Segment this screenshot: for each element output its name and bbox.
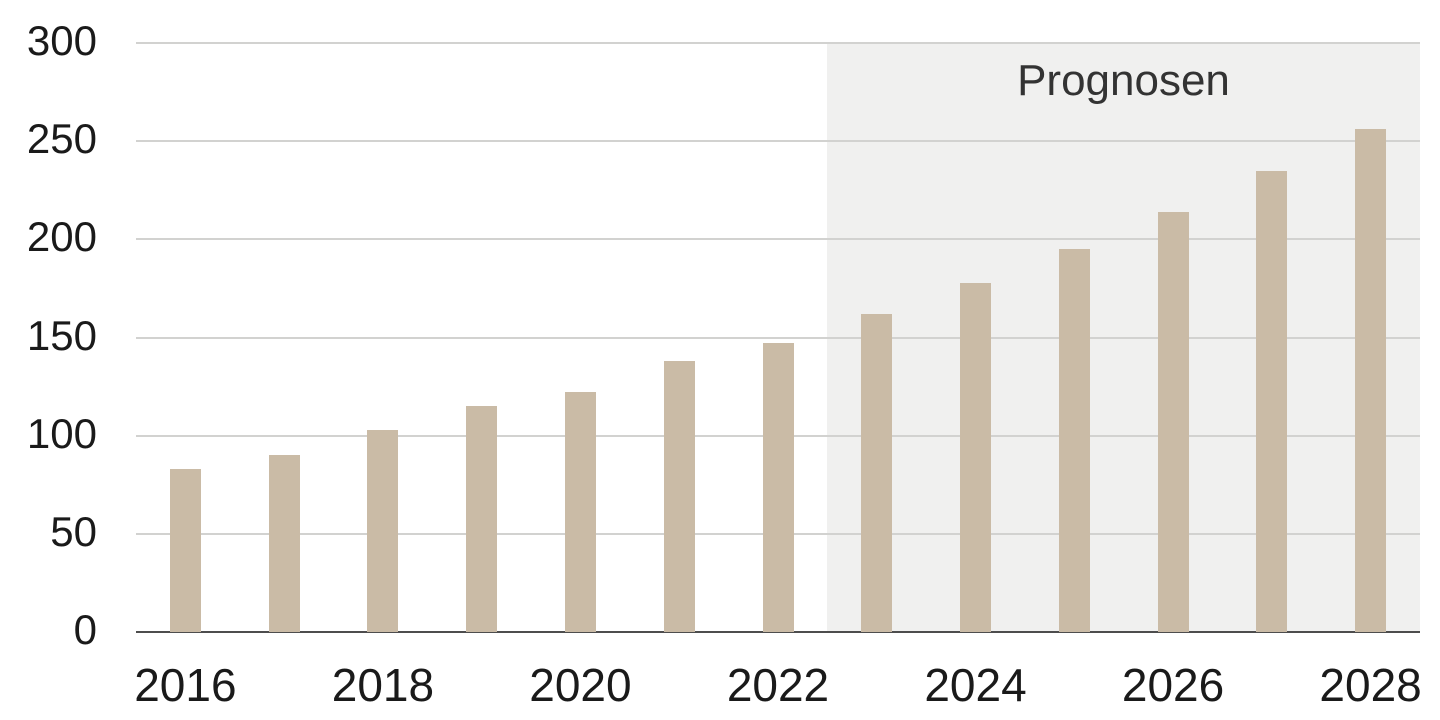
bar-2020: [564, 392, 596, 632]
y-tick-label-0: 0: [73, 606, 97, 653]
x-tick-label-2018: 2018: [331, 659, 435, 711]
y-tick-label-50: 50: [50, 507, 97, 555]
gridline-150: [136, 336, 1420, 339]
bar-2017: [268, 455, 300, 632]
bar-2021: [663, 361, 695, 632]
y-tick-label-150: 150: [26, 311, 97, 359]
y-tick-label-250: 250: [26, 115, 97, 163]
x-tick-label-2026: 2026: [1121, 659, 1225, 711]
x-tick-label-2016: 2016: [134, 659, 237, 711]
x-tick-label-2028: 2028: [1319, 659, 1422, 711]
gridline-300: [136, 42, 1420, 44]
bar-2023: [861, 313, 893, 632]
bar-2022: [762, 343, 794, 632]
bar-2024: [960, 282, 992, 632]
x-tick-label-2022: 2022: [726, 659, 830, 711]
bar-2026: [1157, 211, 1189, 632]
bar-2018: [367, 429, 399, 632]
forecast-region-label: Prognosen: [1017, 56, 1230, 105]
x-tick-label-2020: 2020: [529, 659, 632, 711]
bar-2028: [1355, 129, 1387, 632]
bar-2025: [1058, 249, 1090, 632]
gridline-200: [136, 238, 1420, 241]
bar-2019: [466, 406, 498, 632]
x-axis-line: [136, 631, 1420, 633]
gridline-250: [136, 140, 1420, 143]
y-tick-label-300: 300: [26, 17, 97, 64]
y-tick-label-100: 100: [26, 409, 97, 457]
x-tick-label-2024: 2024: [924, 659, 1027, 711]
bar-2027: [1256, 170, 1288, 632]
bar-2016: [169, 469, 201, 632]
y-tick-label-200: 200: [26, 213, 97, 261]
